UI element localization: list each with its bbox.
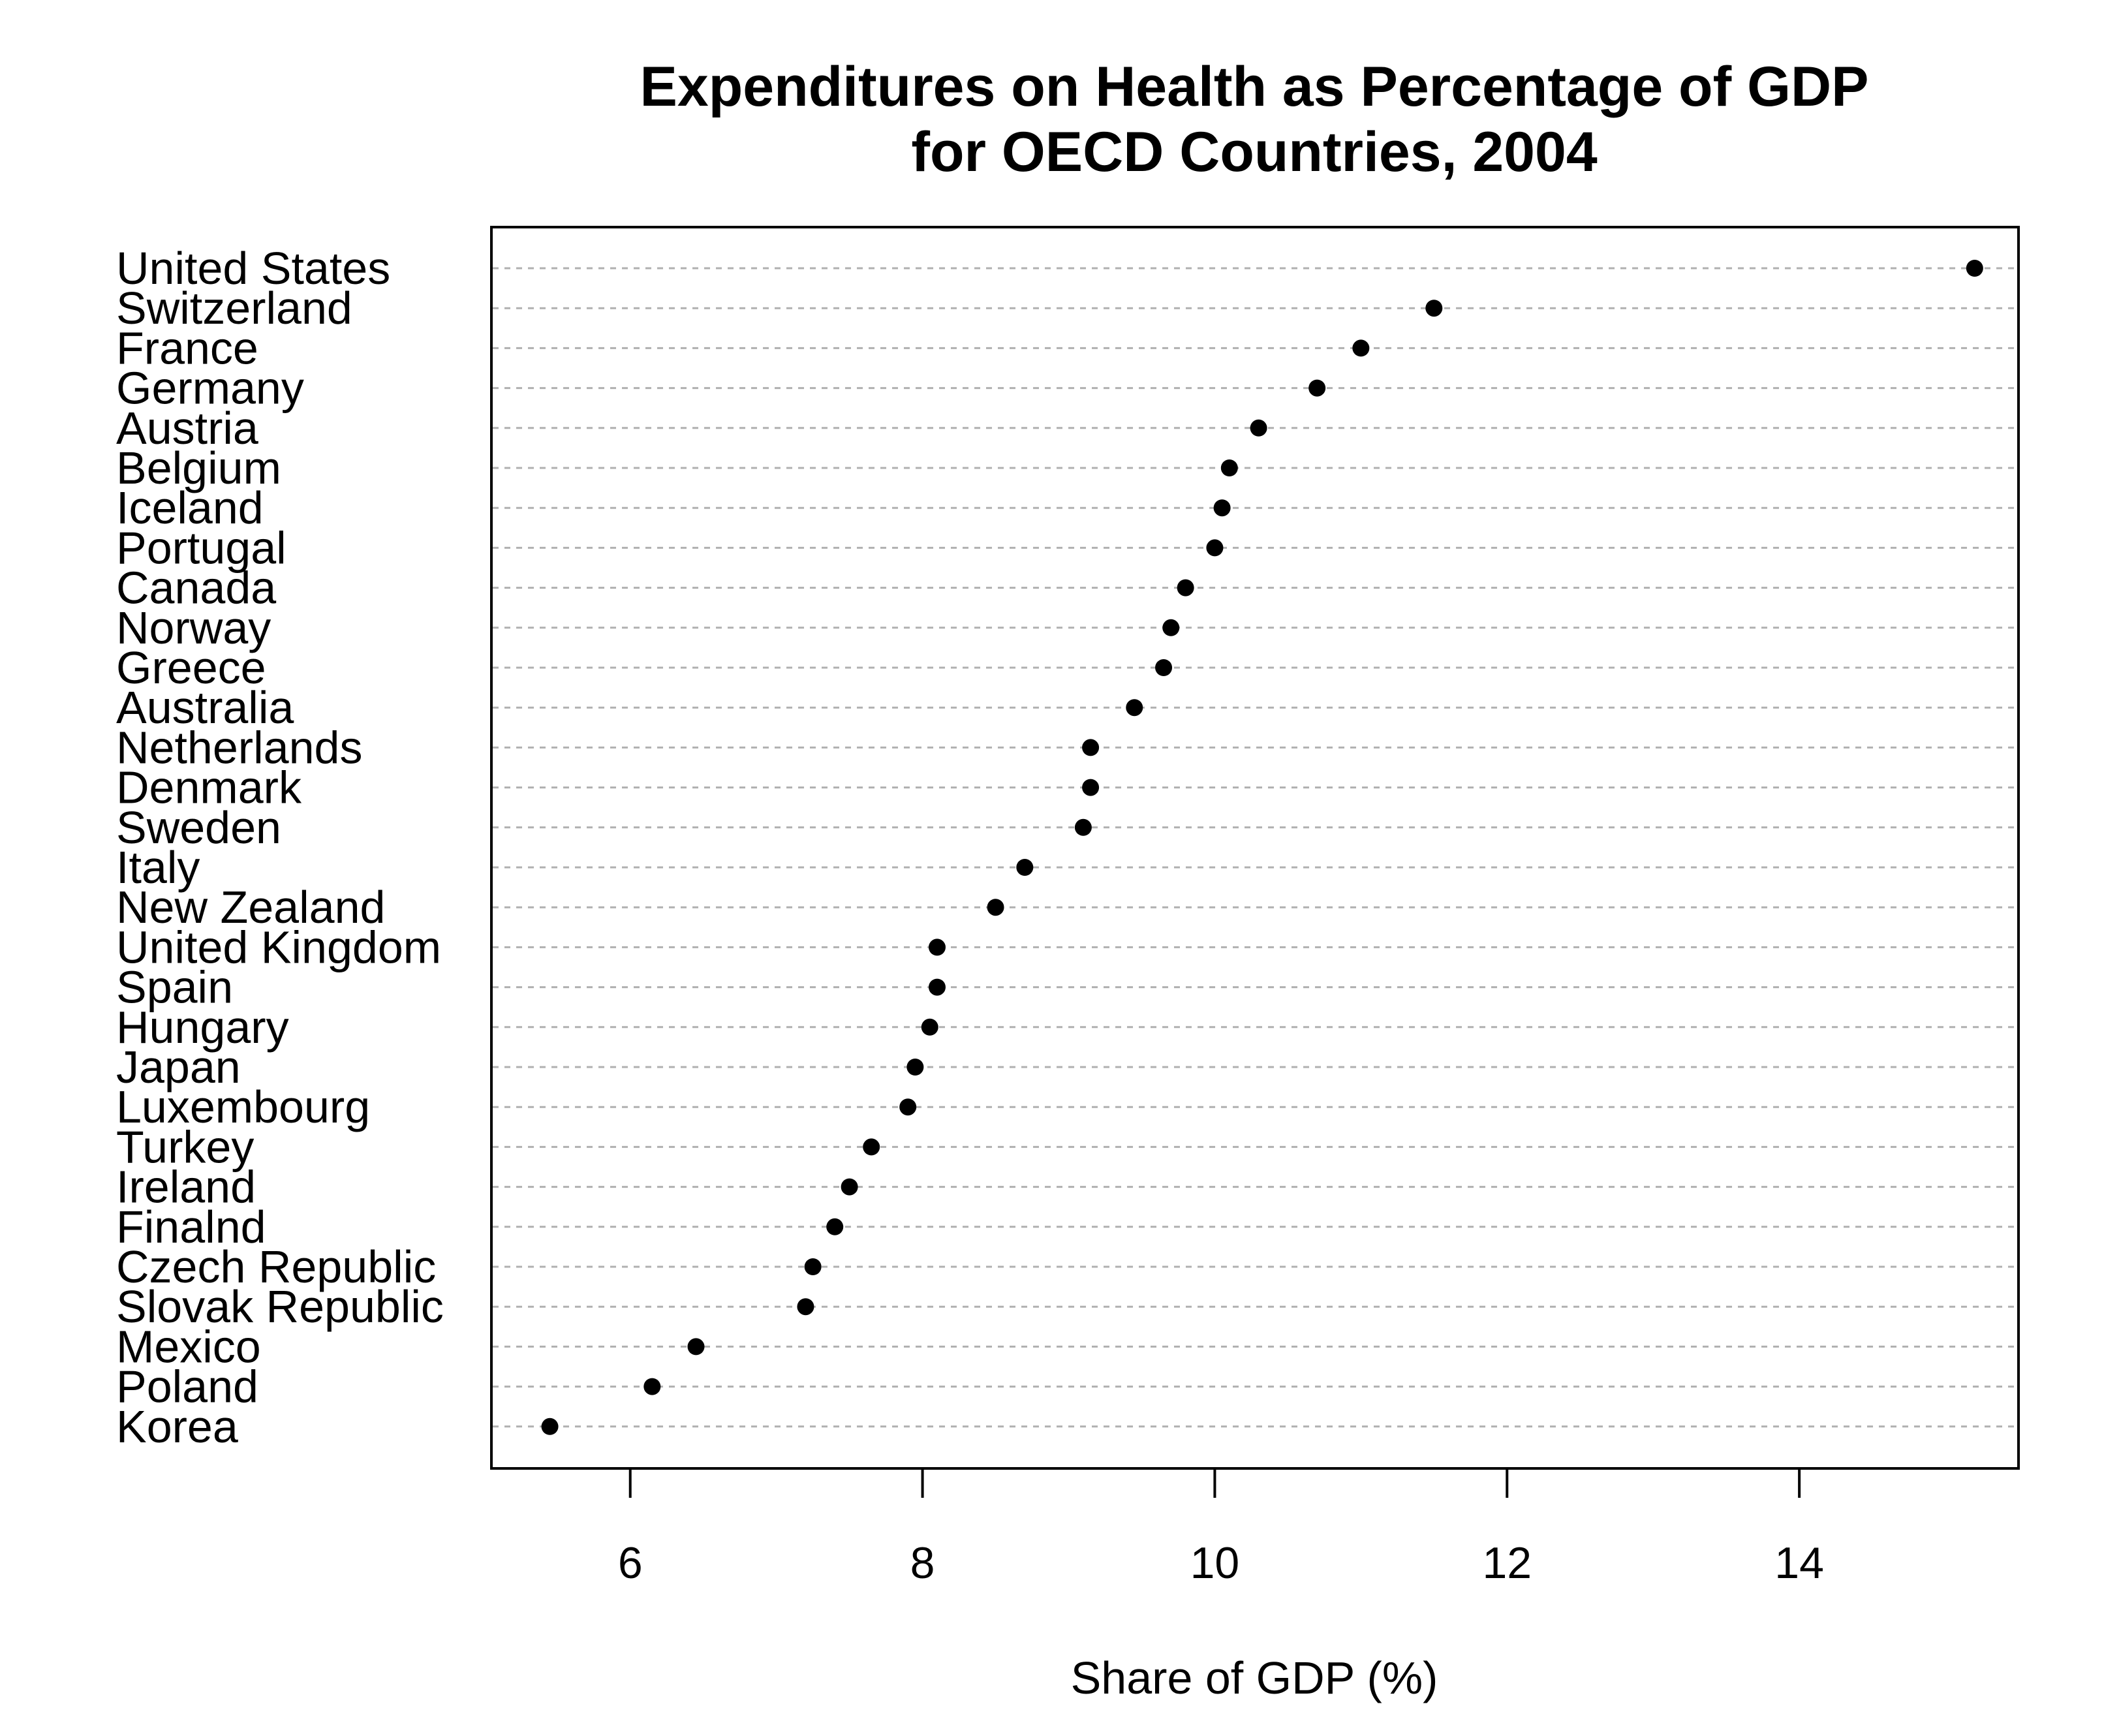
data-point-luxembourg xyxy=(899,1098,917,1116)
data-point-germany xyxy=(1308,379,1326,397)
data-point-australia xyxy=(1126,699,1143,717)
country-labels: United StatesSwitzerlandFranceGermanyAus… xyxy=(116,243,444,1452)
data-point-switzerland xyxy=(1425,300,1443,317)
country-label-hungary: Hungary xyxy=(116,1002,289,1053)
country-label-australia: Australia xyxy=(116,682,294,733)
country-label-luxembourg: Luxembourg xyxy=(116,1081,370,1132)
data-point-poland xyxy=(643,1378,661,1395)
data-point-finalnd xyxy=(826,1218,844,1235)
country-label-denmark: Denmark xyxy=(116,762,302,813)
data-point-netherlands xyxy=(1082,739,1100,756)
data-point-sweden xyxy=(1074,818,1092,836)
data-points xyxy=(541,260,1983,1435)
data-point-norway xyxy=(1162,619,1180,636)
country-label-new-zealand: New Zealand xyxy=(116,882,385,933)
data-point-new-zealand xyxy=(987,899,1004,916)
country-label-netherlands: Netherlands xyxy=(116,722,362,773)
x-axis: 6 8 10 12 14 xyxy=(618,1468,1824,1588)
country-label-czech-republic: Czech Republic xyxy=(116,1241,436,1292)
x-tick-label-10: 10 xyxy=(1190,1538,1240,1588)
country-label-korea: Korea xyxy=(116,1401,238,1452)
country-label-austria: Austria xyxy=(116,403,258,454)
country-label-greece: Greece xyxy=(116,642,266,693)
country-label-mexico: Mexico xyxy=(116,1321,261,1372)
data-point-portugal xyxy=(1206,539,1224,557)
data-point-hungary xyxy=(921,1018,938,1036)
x-tick-label-12: 12 xyxy=(1482,1538,1532,1588)
data-point-korea xyxy=(541,1418,559,1435)
country-label-ireland: Ireland xyxy=(116,1162,256,1213)
country-label-france: France xyxy=(116,322,258,373)
country-label-iceland: Iceland xyxy=(116,482,264,533)
country-label-turkey: Turkey xyxy=(116,1121,254,1172)
chart-title-line-1: Expenditures on Health as Percentage of … xyxy=(640,55,1869,118)
data-point-japan xyxy=(906,1059,924,1076)
chart-title-line-2: for OECD Countries, 2004 xyxy=(911,121,1598,183)
country-label-spain: Spain xyxy=(116,962,233,1013)
country-label-slovak-republic: Slovak Republic xyxy=(116,1281,444,1332)
data-point-denmark xyxy=(1082,779,1100,796)
data-point-united-states xyxy=(1966,260,1983,277)
country-label-portugal: Portugal xyxy=(116,522,286,573)
data-point-ireland xyxy=(841,1178,858,1196)
data-point-spain xyxy=(928,978,946,996)
country-label-finalnd: Finalnd xyxy=(116,1201,266,1252)
x-tick-label-14: 14 xyxy=(1774,1538,1824,1588)
data-point-france xyxy=(1352,339,1370,357)
data-point-slovak-republic xyxy=(797,1298,814,1316)
country-label-canada: Canada xyxy=(116,563,276,613)
plot-frame xyxy=(490,226,2020,1470)
gridlines xyxy=(493,267,2017,1428)
country-label-norway: Norway xyxy=(116,602,271,653)
country-label-germany: Germany xyxy=(116,363,304,414)
x-tick-label-8: 8 xyxy=(910,1538,935,1588)
country-label-united-states: United States xyxy=(116,243,390,294)
x-tick-label-6: 6 xyxy=(618,1538,643,1588)
data-point-greece xyxy=(1155,659,1173,676)
x-axis-title: Share of GDP (%) xyxy=(1071,1652,1438,1703)
country-label-italy: Italy xyxy=(116,842,200,893)
data-point-belgium xyxy=(1220,459,1238,476)
data-point-canada xyxy=(1177,579,1194,597)
data-point-italy xyxy=(1016,859,1034,876)
country-label-sweden: Sweden xyxy=(116,802,281,853)
data-point-austria xyxy=(1250,419,1267,437)
country-label-japan: Japan xyxy=(116,1042,241,1093)
country-label-switzerland: Switzerland xyxy=(116,283,352,333)
data-point-united-kingdom xyxy=(928,938,946,956)
data-point-mexico xyxy=(687,1338,705,1356)
data-point-czech-republic xyxy=(804,1258,822,1275)
data-point-iceland xyxy=(1213,499,1231,517)
country-label-united-kingdom: United Kingdom xyxy=(116,922,441,972)
country-label-belgium: Belgium xyxy=(116,442,281,493)
country-label-poland: Poland xyxy=(116,1361,258,1412)
data-point-turkey xyxy=(863,1138,880,1156)
